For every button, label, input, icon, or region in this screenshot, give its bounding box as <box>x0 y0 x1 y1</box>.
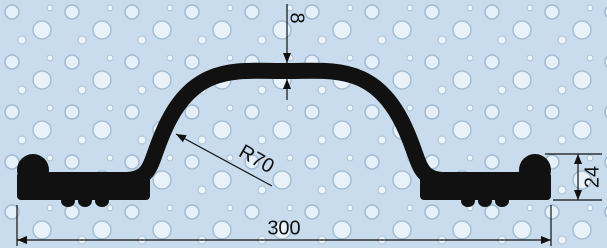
dim-label: 8 <box>286 12 308 23</box>
bump <box>461 195 475 207</box>
bump <box>478 195 492 207</box>
dim-label: 300 <box>267 217 300 239</box>
bump <box>78 195 92 207</box>
bump <box>61 195 75 207</box>
water-drops <box>0 0 607 248</box>
dim-label: 24 <box>581 166 603 188</box>
bump <box>495 195 509 207</box>
bump <box>95 195 109 207</box>
profile-drawing: 8 R70 24 300 <box>0 0 607 248</box>
